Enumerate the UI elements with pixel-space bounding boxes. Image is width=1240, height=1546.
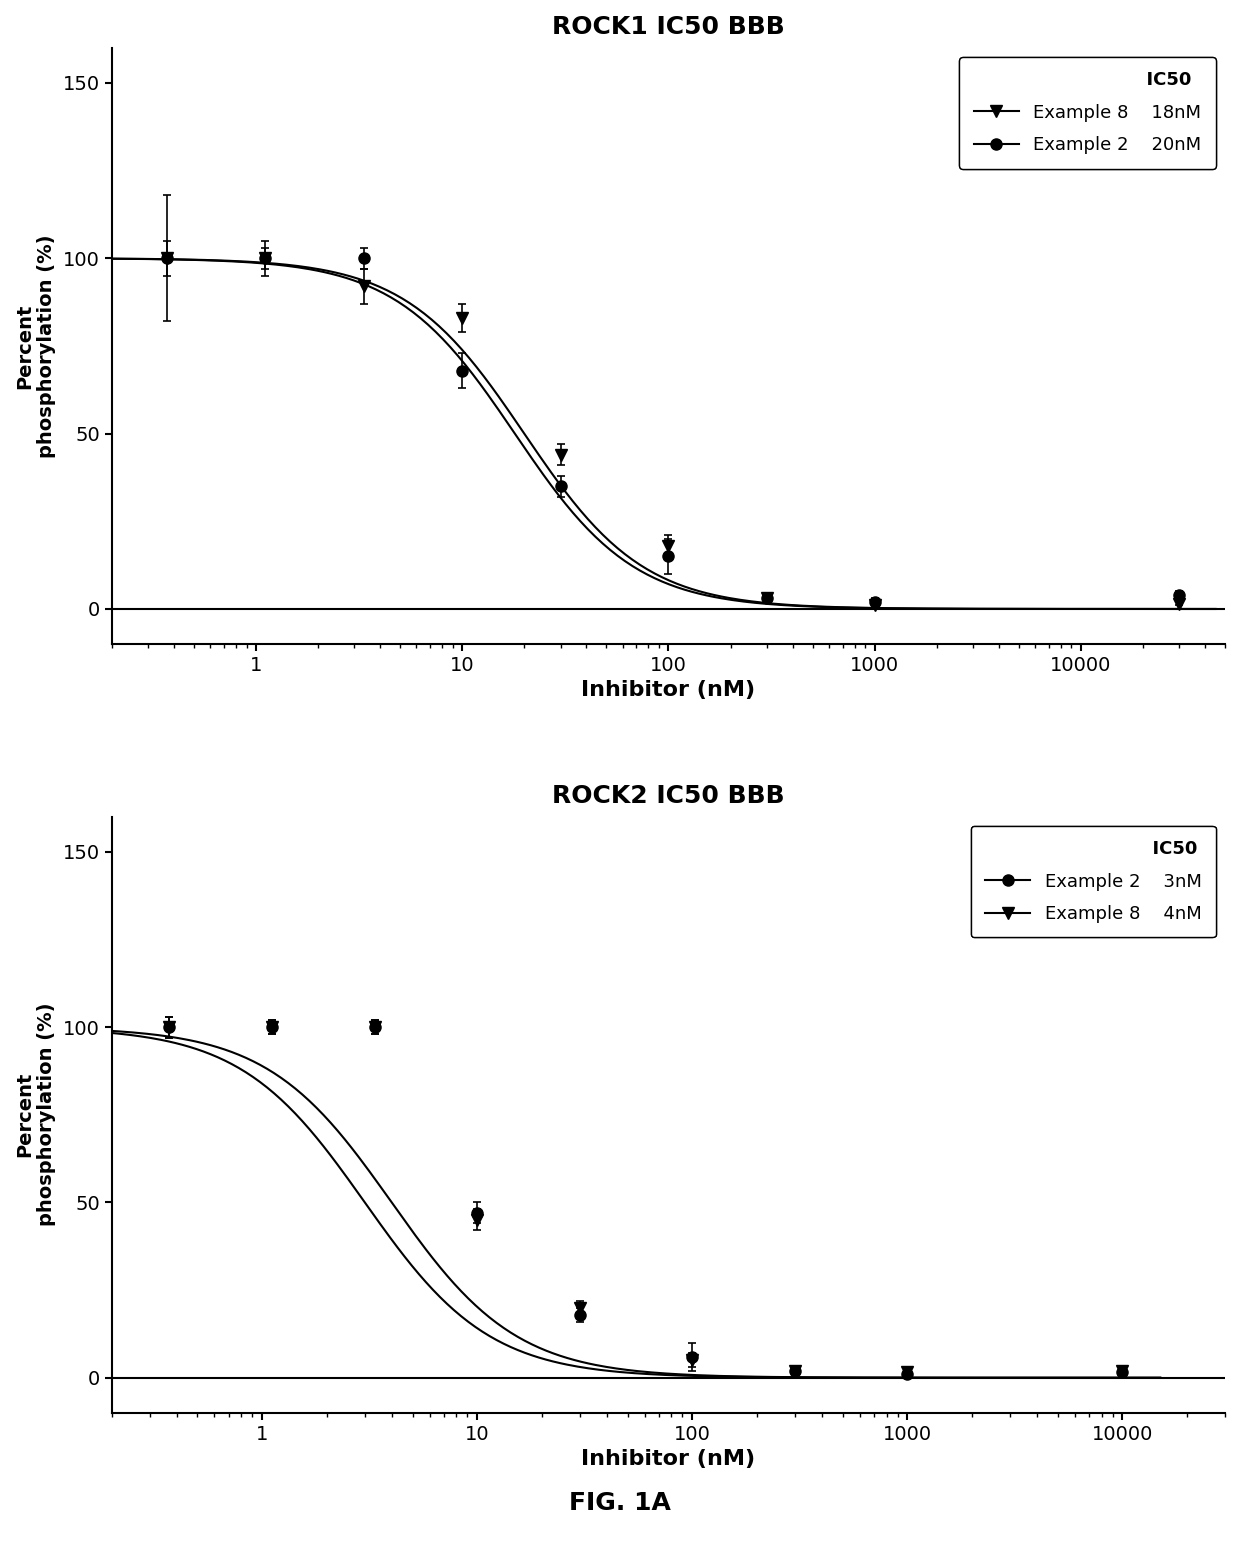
- Title: ROCK1 IC50 BBB: ROCK1 IC50 BBB: [552, 15, 785, 39]
- Legend: Example 8    18nM, Example 2    20nM: Example 8 18nM, Example 2 20nM: [960, 57, 1216, 169]
- X-axis label: Inhibitor (nM): Inhibitor (nM): [582, 680, 755, 700]
- Text: FIG. 1A: FIG. 1A: [569, 1490, 671, 1515]
- Y-axis label: Percent
phosphorylation (%): Percent phosphorylation (%): [15, 235, 56, 458]
- Title: ROCK2 IC50 BBB: ROCK2 IC50 BBB: [552, 784, 785, 807]
- Legend: Example 2    3nM, Example 8    4nM: Example 2 3nM, Example 8 4nM: [971, 826, 1216, 937]
- Y-axis label: Percent
phosphorylation (%): Percent phosphorylation (%): [15, 1003, 56, 1226]
- X-axis label: Inhibitor (nM): Inhibitor (nM): [582, 1449, 755, 1469]
